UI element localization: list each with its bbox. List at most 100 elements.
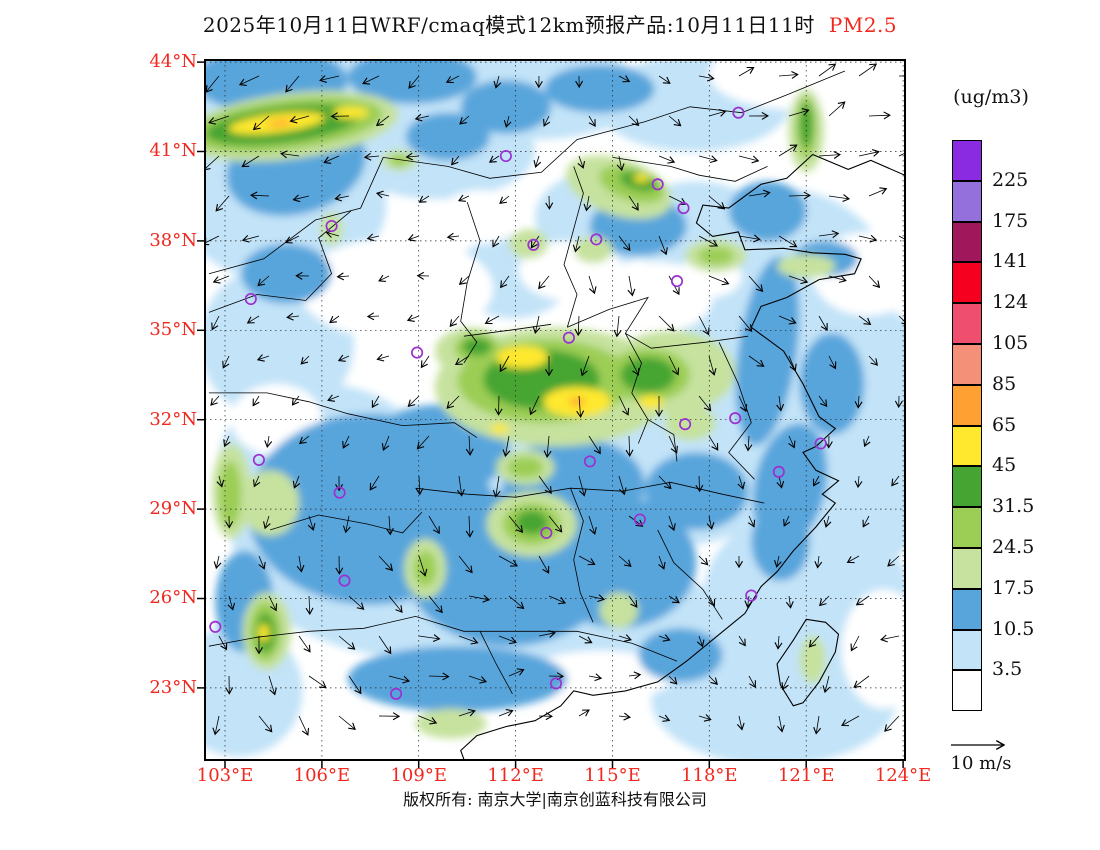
province-border bbox=[570, 488, 594, 623]
wind-arrow bbox=[498, 709, 514, 717]
wind-arrow bbox=[223, 435, 231, 448]
city-marker bbox=[338, 574, 351, 587]
wind-arrow bbox=[823, 515, 832, 528]
wind-arrow bbox=[708, 109, 727, 117]
wind-arrow bbox=[818, 151, 841, 159]
wind-arrow bbox=[414, 113, 430, 122]
wind-arrow bbox=[241, 155, 260, 168]
wind-arrow bbox=[296, 555, 305, 573]
wind-arrow bbox=[818, 63, 837, 77]
wind-arrow bbox=[588, 594, 606, 603]
wind-arrow bbox=[298, 635, 311, 653]
wind-arrow bbox=[405, 152, 420, 161]
wind-arrow bbox=[218, 635, 228, 651]
wind-arrow bbox=[257, 275, 270, 287]
colorbar-tick-label: 45 bbox=[992, 454, 1017, 477]
lat-tick-label: 29°N bbox=[149, 498, 197, 520]
wind-arrow bbox=[618, 235, 631, 252]
wind-arrow bbox=[748, 275, 764, 293]
wind-arrow bbox=[494, 395, 503, 416]
colorbar-segment bbox=[952, 343, 982, 385]
wind-arrow bbox=[628, 595, 638, 608]
wind-arrow bbox=[458, 708, 476, 717]
wind-arrow bbox=[708, 355, 717, 376]
wind-arrow bbox=[449, 315, 460, 328]
wind-vectors-layer bbox=[205, 63, 905, 736]
wind-arrow bbox=[588, 673, 603, 682]
pm25-region bbox=[638, 628, 723, 682]
wind-arrow bbox=[499, 355, 510, 373]
lat-tick-label: 32°N bbox=[149, 408, 197, 430]
wind-arrow bbox=[530, 235, 540, 249]
lon-tick-label: 118°E bbox=[681, 765, 738, 786]
wind-arrow bbox=[538, 630, 556, 638]
lon-tick-label: 109°E bbox=[390, 765, 447, 786]
wind-arrow bbox=[748, 675, 756, 689]
colorbar-tick-label: 175 bbox=[992, 209, 1029, 232]
lon-tick-label: 115°E bbox=[584, 765, 641, 786]
wind-arrow bbox=[253, 475, 261, 488]
wind-arrow bbox=[378, 635, 392, 655]
wind-arrow bbox=[778, 315, 797, 325]
city-marker bbox=[670, 275, 684, 288]
wind-arrow bbox=[576, 395, 585, 418]
wind-arrow bbox=[583, 195, 592, 212]
wind-arrow bbox=[868, 111, 891, 120]
wind-arrow bbox=[819, 595, 830, 607]
pm25-region bbox=[835, 65, 905, 131]
city-marker bbox=[590, 233, 603, 246]
lat-tick-label: 38°N bbox=[149, 229, 197, 251]
wind-arrow bbox=[208, 115, 230, 125]
wind-arrow bbox=[747, 515, 756, 528]
wind-arrow bbox=[468, 594, 491, 603]
wind-arrow bbox=[371, 395, 380, 409]
wind-arrow bbox=[744, 595, 753, 609]
wind-arrow bbox=[891, 475, 900, 487]
colorbar bbox=[952, 140, 982, 712]
colorbar-segment bbox=[952, 507, 982, 548]
wind-arrow bbox=[788, 435, 796, 449]
wind-arrow bbox=[205, 155, 220, 171]
wind-arrow bbox=[828, 194, 851, 203]
wind-arrow bbox=[499, 195, 510, 204]
wind-arrow bbox=[777, 715, 785, 733]
wind-arrow bbox=[538, 475, 552, 494]
wind-arrow bbox=[588, 275, 597, 295]
wind-arrow bbox=[898, 235, 905, 240]
province-border bbox=[208, 210, 352, 313]
colorbar-segment bbox=[952, 670, 982, 712]
wind-arrow bbox=[459, 115, 470, 125]
wind-arrow bbox=[588, 515, 597, 535]
wind-arrow bbox=[854, 475, 863, 489]
wind-arrow bbox=[738, 315, 753, 332]
wind-arrow bbox=[785, 595, 794, 609]
map-border bbox=[204, 59, 906, 761]
wind-legend-arrow bbox=[951, 739, 1006, 751]
wind-arrow bbox=[738, 395, 748, 413]
wind-arrow bbox=[445, 75, 460, 84]
wind-arrow bbox=[862, 515, 870, 528]
wind-arrow bbox=[858, 149, 880, 157]
wind-arrow bbox=[625, 435, 634, 457]
wind-arrow bbox=[880, 634, 900, 643]
lat-tick-label: 35°N bbox=[149, 319, 197, 341]
wind-arrow bbox=[336, 272, 350, 281]
wind-arrow bbox=[628, 195, 639, 211]
colorbar-segment bbox=[952, 425, 982, 467]
wind-arrow bbox=[708, 675, 718, 685]
pm25-region bbox=[799, 333, 865, 435]
pm25-region bbox=[415, 708, 487, 739]
wind-arrow bbox=[446, 395, 460, 409]
wind-arrow bbox=[498, 635, 517, 645]
wind-arrow bbox=[212, 275, 230, 284]
wind-arrow bbox=[658, 235, 668, 256]
wind-arrow bbox=[418, 715, 438, 725]
wind-arrow bbox=[378, 274, 390, 282]
pm25-region bbox=[462, 337, 492, 356]
wind-arrow bbox=[250, 191, 270, 200]
wind-arrow bbox=[668, 435, 678, 454]
wind-arrow bbox=[578, 709, 590, 717]
wind-arrow bbox=[508, 668, 525, 677]
wind-arrow bbox=[493, 75, 502, 89]
city-marker bbox=[325, 219, 338, 233]
